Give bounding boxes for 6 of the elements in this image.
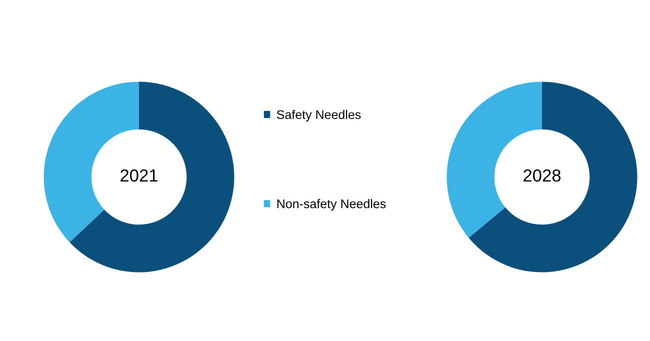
legend-label: Safety Needles bbox=[276, 110, 361, 122]
text: 2028 bbox=[524, 169, 561, 182]
text: 2021 bbox=[120, 169, 158, 182]
donut-slice bbox=[468, 82, 638, 272]
donut-slice bbox=[70, 82, 234, 272]
legend-label: Non-safety Needles bbox=[277, 199, 386, 211]
